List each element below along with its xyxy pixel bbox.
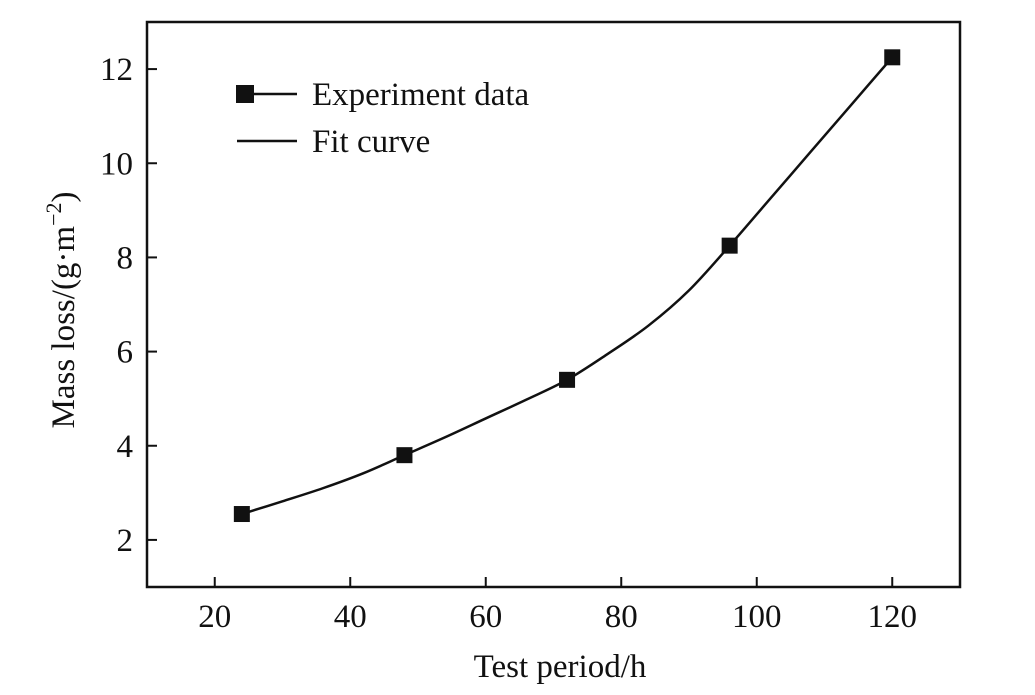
x-tick-label: 80: [605, 599, 638, 635]
y-tick-label: 6: [117, 335, 134, 371]
legend-marker-square: [236, 85, 254, 103]
plot-frame: [145, 20, 962, 589]
x-tick-label: 20: [198, 599, 231, 635]
x-axis-label: Test period/h: [474, 649, 647, 685]
y-axis-label: Mass loss/(g·m−2): [41, 191, 82, 428]
legend: Experiment data Fit curve: [236, 77, 530, 160]
legend-label-experiment: Experiment data: [312, 77, 530, 113]
experiment-data-point: [559, 371, 576, 388]
y-tick-label: 10: [100, 146, 133, 182]
y-tick-label: 12: [100, 52, 133, 88]
axis-ticks: [147, 68, 894, 587]
experiment-data-point: [721, 237, 738, 254]
y-axis-label-close: ): [46, 191, 82, 202]
experiment-data-point: [396, 447, 413, 464]
y-axis-label-main: Mass loss/(g·m: [46, 226, 82, 429]
experiment-data-point: [884, 49, 901, 66]
x-tick-label: 120: [868, 599, 918, 635]
series-layer: [233, 49, 901, 523]
experiment-data-point: [233, 506, 250, 523]
x-tick-label: 60: [469, 599, 502, 635]
x-tick-label: 40: [334, 599, 367, 635]
x-tick-label: 100: [732, 599, 782, 635]
tick-labels: 20 40 60 80 100 120 2 4 6 8 10 12: [100, 52, 917, 635]
legend-label-fit: Fit curve: [312, 124, 430, 160]
y-axis-label-superscript: −2: [41, 202, 66, 225]
y-tick-label: 2: [117, 523, 134, 559]
y-tick-label: 8: [117, 240, 134, 276]
y-tick-label: 4: [117, 429, 134, 465]
